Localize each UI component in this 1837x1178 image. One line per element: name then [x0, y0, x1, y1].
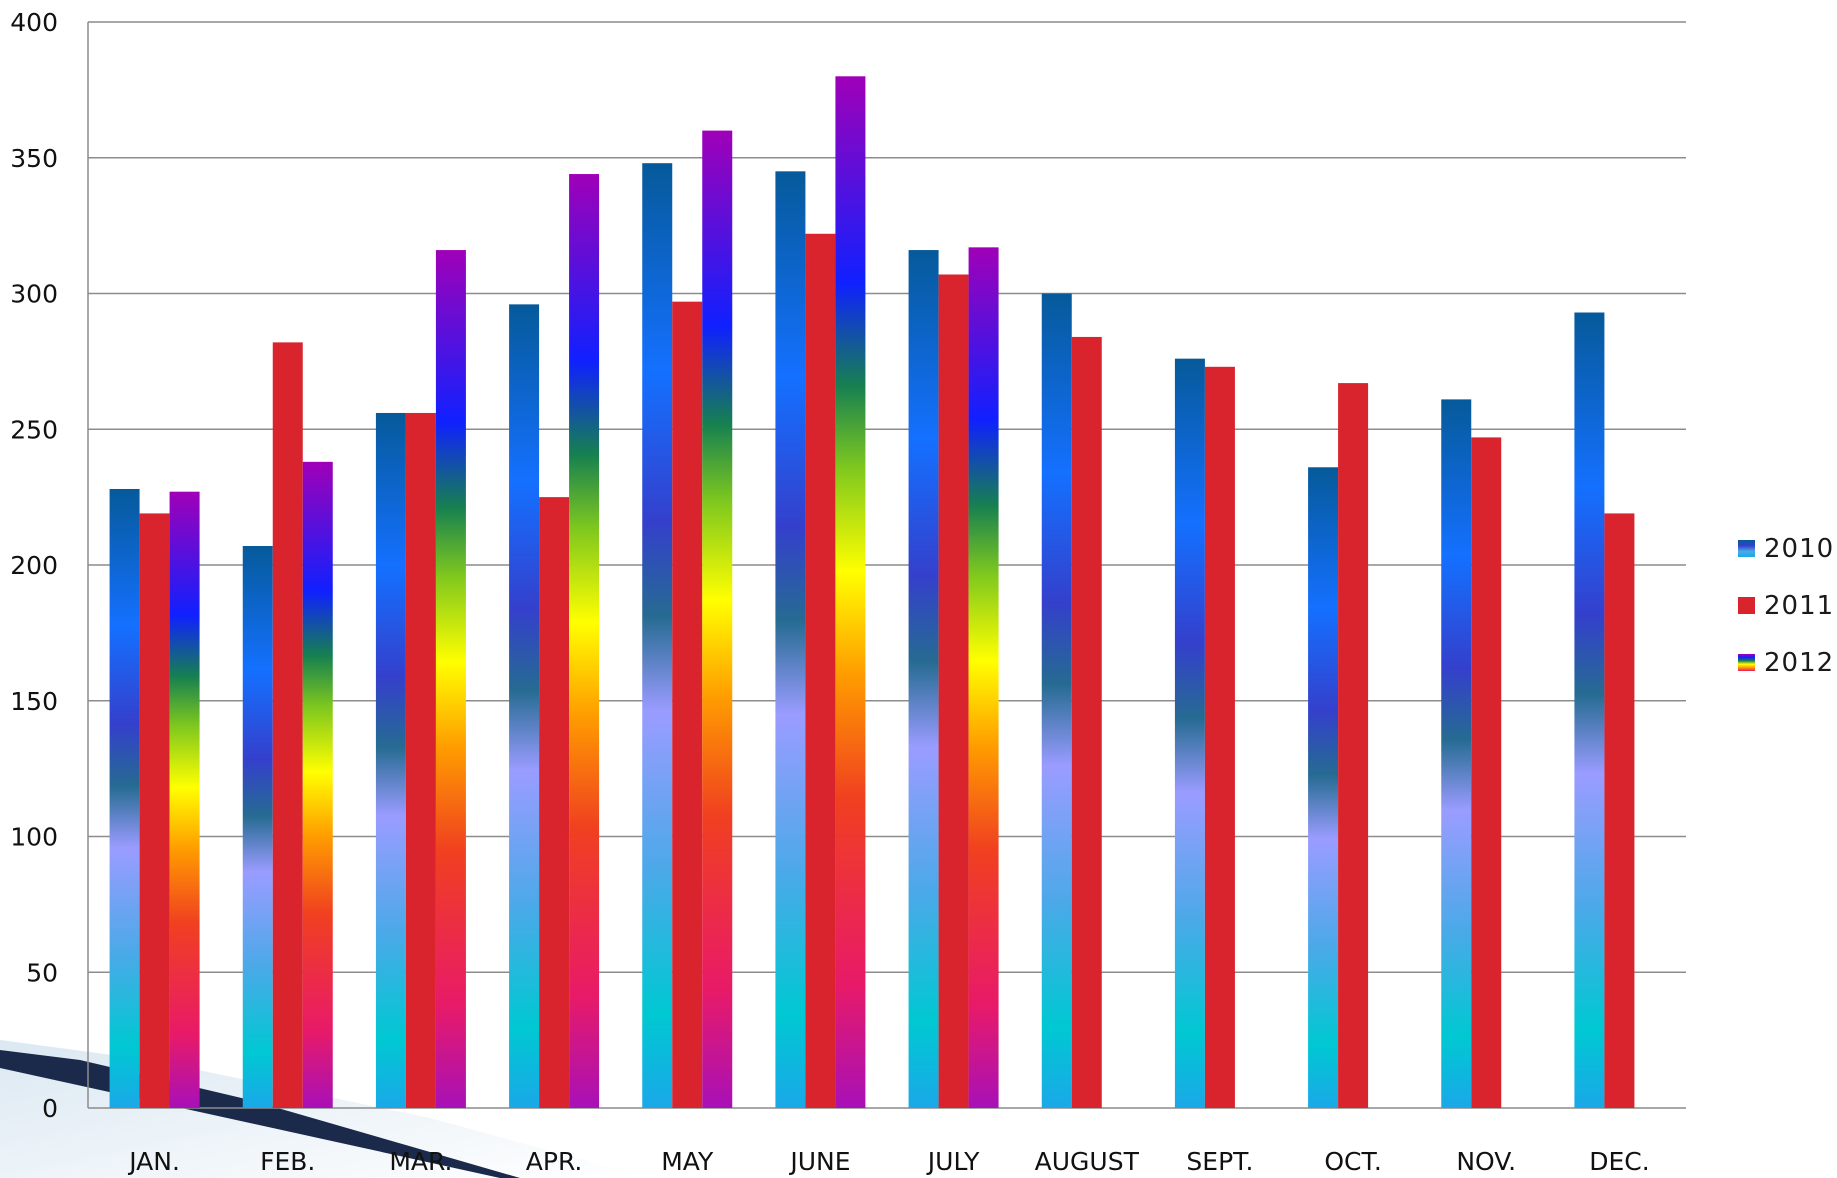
legend-swatch-2010 [1738, 540, 1755, 557]
y-tick-label-100: 100 [10, 823, 58, 852]
bar-2011-oct [1338, 383, 1369, 1109]
bar-2010-dec [1574, 312, 1605, 1108]
bar-2011-mar [405, 412, 436, 1109]
x-tick-label-nov: NOV. [1456, 1147, 1516, 1176]
bar-2011-june [805, 233, 836, 1108]
legend-item-2010: 2010 [1738, 520, 1834, 577]
bar-2011-apr [539, 497, 570, 1108]
y-tick-label-250: 250 [10, 415, 58, 444]
bar-2012-apr [569, 174, 600, 1109]
bar-2011-jan [139, 513, 170, 1108]
legend-label-2010: 2010 [1764, 533, 1835, 564]
bar-2010-sept [1174, 358, 1205, 1108]
y-tick-label-150: 150 [10, 687, 58, 716]
x-tick-label-mar: MAR. [389, 1147, 452, 1176]
legend-label-2012: 2012 [1764, 647, 1835, 678]
bar-2010-jan [109, 488, 140, 1109]
bar-2012-june [835, 76, 866, 1108]
x-tick-label-feb: FEB. [260, 1147, 315, 1176]
x-tick-label-apr: APR. [526, 1147, 583, 1176]
x-tick-label-sept: SEPT. [1186, 1147, 1253, 1176]
x-tick-label-august: AUGUST [1035, 1147, 1140, 1176]
bar-2012-jan [169, 491, 200, 1108]
bar-2010-oct [1308, 467, 1339, 1108]
bar-2011-may [672, 301, 703, 1108]
bar-2010-july [908, 250, 939, 1108]
legend-swatch-2011 [1738, 597, 1755, 614]
y-tick-label-350: 350 [10, 144, 58, 173]
bar-2010-august [1041, 293, 1072, 1108]
legend-item-2012: 2012 [1738, 634, 1834, 691]
bar-2011-nov [1471, 437, 1502, 1108]
y-tick-label-200: 200 [10, 551, 58, 580]
bar-2011-august [1071, 336, 1102, 1108]
x-tick-label-jan: JAN. [127, 1147, 180, 1176]
legend-item-2011: 2011 [1738, 577, 1834, 634]
bar-2012-mar [435, 250, 466, 1108]
bar-2012-feb [302, 461, 333, 1109]
bar-2011-july [938, 274, 969, 1108]
bar-2012-july [968, 247, 999, 1109]
x-tick-label-july: JULY [926, 1147, 980, 1176]
bar-2010-may [642, 163, 673, 1108]
x-tick-label-dec: DEC. [1589, 1147, 1649, 1176]
bar-2012-may [702, 130, 733, 1109]
bar-2010-june [775, 171, 806, 1108]
legend-label-2011: 2011 [1764, 590, 1835, 621]
x-tick-label-may: MAY [661, 1147, 714, 1176]
y-tick-label-400: 400 [10, 8, 58, 37]
y-tick-label-300: 300 [10, 280, 58, 309]
legend-swatch-2012 [1738, 654, 1755, 671]
bar-2010-mar [375, 412, 406, 1109]
legend: 2010 2011 2012 [1738, 520, 1834, 691]
bar-2011-dec [1604, 513, 1635, 1108]
x-tick-label-june: JUNE [788, 1147, 850, 1176]
bar-2010-feb [242, 545, 273, 1108]
bar-2011-feb [272, 342, 303, 1108]
bar-2010-nov [1441, 399, 1472, 1108]
y-tick-label-50: 50 [26, 958, 58, 987]
x-tick-label-oct: OCT. [1324, 1147, 1381, 1176]
bar-2010-apr [509, 304, 540, 1108]
bar-2011-sept [1204, 366, 1235, 1108]
y-tick-label-0: 0 [42, 1094, 58, 1123]
